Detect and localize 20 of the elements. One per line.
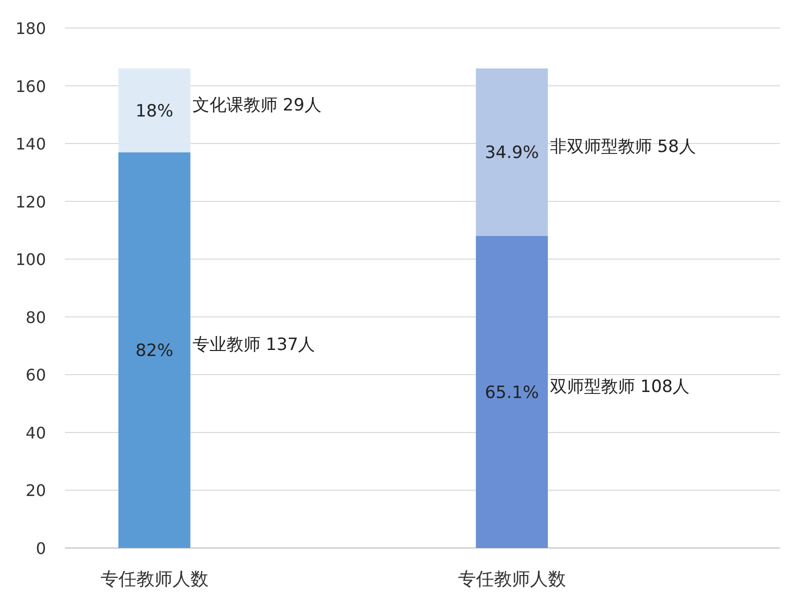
series-label: 专业教师 137人 — [192, 335, 316, 356]
y-tick-label: 0 — [36, 539, 46, 558]
y-tick-label: 40 — [26, 423, 46, 442]
y-tick-label: 60 — [26, 366, 46, 385]
y-tick-label: 160 — [15, 76, 46, 96]
y-tick-label: 180 — [15, 19, 46, 38]
y-tick-label: 100 — [15, 250, 46, 270]
y-tick-label: 80 — [26, 308, 46, 327]
series-label: 文化课教师 29人 — [192, 95, 322, 116]
y-tick-label: 120 — [15, 192, 46, 212]
x-tick-label: 专任教师人数 — [100, 569, 208, 590]
y-tick-label: 20 — [26, 481, 46, 500]
y-tick-label: 140 — [15, 134, 46, 154]
series-label: 非双师型教师 58人 — [550, 137, 696, 158]
annotation: 34.9% — [484, 143, 539, 164]
series-label: 双师型教师 108人 — [550, 377, 690, 397]
x-tick-label: 专任教师人数 — [458, 569, 566, 590]
annotation: 82% — [135, 341, 174, 362]
annotation: 65.1% — [484, 383, 539, 403]
annotation: 18% — [135, 101, 174, 122]
